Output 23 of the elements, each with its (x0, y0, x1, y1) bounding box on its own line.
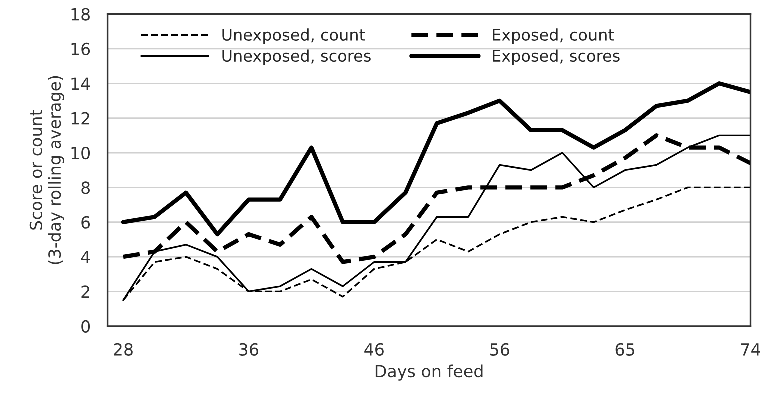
legend-label: Exposed, count (493, 28, 614, 44)
x-tick-label: 56 (490, 343, 510, 356)
y-tick-label: 2 (82, 286, 90, 298)
legend-label: Exposed, scores (493, 50, 620, 66)
x-tick-label: 46 (364, 343, 384, 356)
y-axis-title: Score or count (3-day rolling average) (30, 76, 64, 264)
y-tick-label: 10 (72, 146, 90, 160)
y-tick-label: 0 (82, 320, 90, 333)
y-tick-label: 16 (72, 42, 90, 56)
y-tick-label: 8 (82, 182, 90, 194)
y-tick-label: 6 (82, 216, 90, 229)
line-series (121, 82, 751, 237)
x-axis-title: Days on feed (376, 364, 483, 381)
x-tick-label: 74 (742, 344, 760, 356)
legend-label: Unexposed, count (222, 28, 366, 44)
x-tick-label: 65 (616, 343, 634, 356)
legend-label: Unexposed, scores (222, 50, 371, 66)
x-tick-label: 36 (240, 343, 258, 356)
y-tick-label: 4 (81, 251, 90, 264)
y-tick-label: 12 (72, 112, 90, 125)
y-tick-label: 14 (72, 78, 90, 90)
x-tick-label: 28 (114, 343, 133, 356)
y-tick-label: 18 (72, 8, 90, 21)
